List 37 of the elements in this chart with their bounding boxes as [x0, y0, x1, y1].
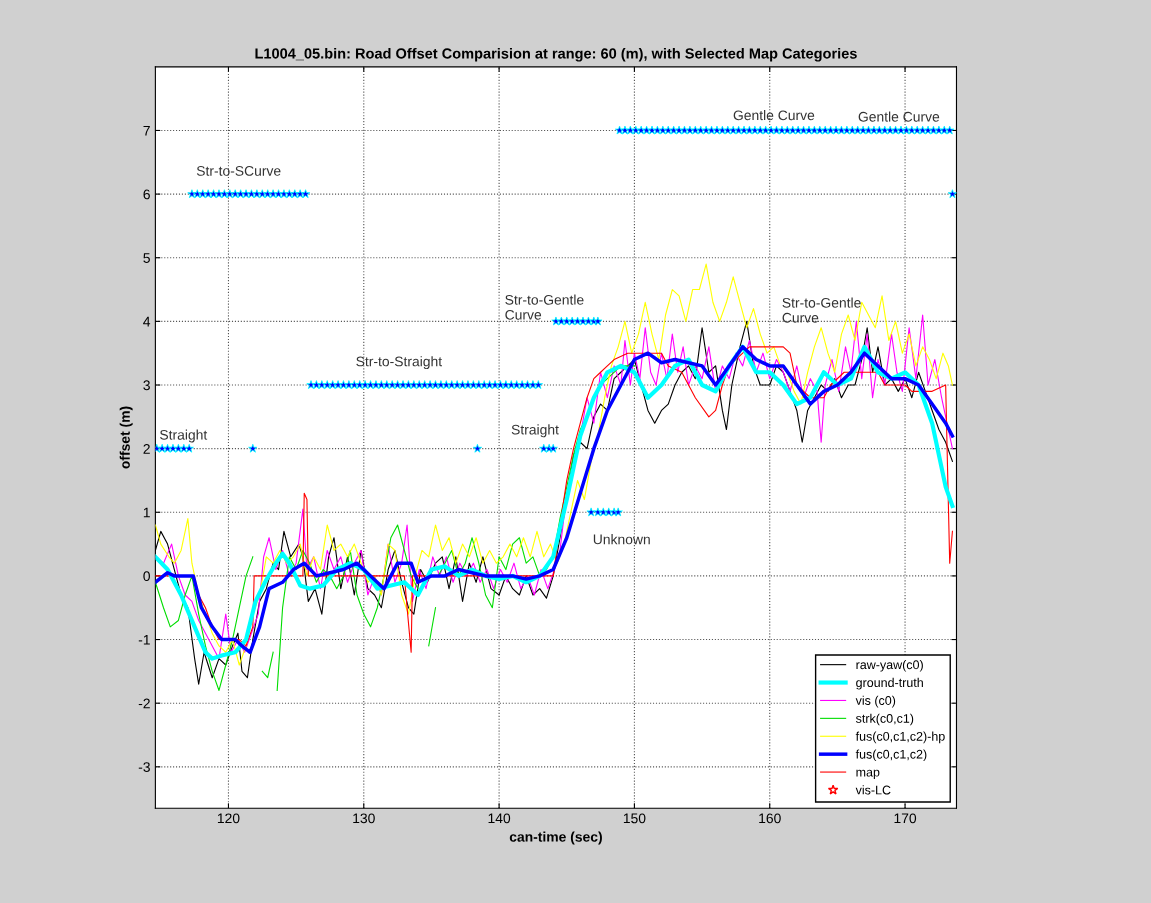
- y-tick-label: 2: [143, 443, 150, 454]
- y-axis-title: offset (m): [119, 406, 133, 469]
- legend-label: fus(c0,c1,c2)-hp: [855, 731, 945, 744]
- x-axis-title: can-time (sec): [509, 831, 602, 845]
- y-tick-label: 6: [143, 189, 150, 200]
- annotation: Gentle Curve: [858, 111, 940, 122]
- x-tick-label: 140: [488, 813, 511, 824]
- x-tick-label: 130: [353, 813, 375, 824]
- annotation: Str-to-Straight: [356, 356, 442, 370]
- legend-label: raw-yaw(c0): [856, 659, 923, 672]
- legend-label: ground-truth: [856, 677, 923, 690]
- annotation: Str-to-Gentle Curve: [505, 294, 584, 320]
- legend-label: vis-LC: [855, 785, 891, 795]
- y-tick-label: 0: [143, 571, 150, 582]
- x-tick-label: 170: [894, 813, 917, 824]
- annotation: Str-to-SCurve: [196, 165, 281, 176]
- y-tick-label: 1: [143, 507, 150, 518]
- y-tick-label: -1: [138, 635, 150, 645]
- legend-label: fus(c0,c1,c2): [855, 749, 927, 762]
- annotation: Straight: [160, 429, 208, 443]
- legend-label: map: [856, 769, 880, 780]
- x-tick-label: 150: [623, 813, 646, 824]
- x-tick-label: 120: [217, 813, 240, 824]
- annotation: Str-to-Gentle Curve: [782, 297, 861, 323]
- y-tick-label: 7: [143, 125, 150, 136]
- y-tick-label: 5: [143, 253, 150, 263]
- y-tick-label: 4: [143, 316, 151, 327]
- annotation: Straight: [511, 424, 559, 438]
- chart-title: L1004_05.bin: Road Offset Comparision at range: 60 (m), with Selected Map Categories: [255, 47, 857, 62]
- y-tick-label: -2: [138, 698, 150, 709]
- legend-label: strk(c0,c1): [855, 713, 914, 726]
- annotation: Gentle Curve: [733, 110, 815, 121]
- y-tick-label: 3: [143, 380, 150, 391]
- annotation: Unknown: [593, 534, 650, 545]
- y-tick-label: -3: [138, 762, 150, 772]
- x-tick-label: 160: [759, 813, 781, 824]
- legend-label: vis (c0): [855, 695, 896, 708]
